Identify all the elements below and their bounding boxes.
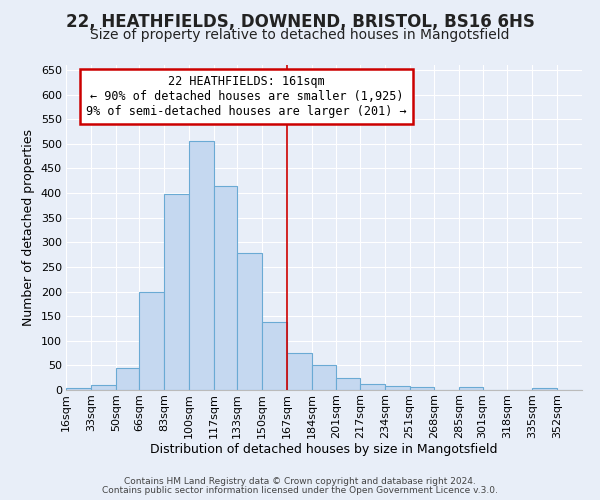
Bar: [164, 194, 189, 390]
Bar: [459, 387, 482, 390]
Bar: [66, 388, 91, 390]
Text: Contains HM Land Registry data © Crown copyright and database right 2024.: Contains HM Land Registry data © Crown c…: [124, 477, 476, 486]
Bar: [262, 322, 287, 390]
Bar: [91, 385, 116, 390]
Bar: [237, 253, 262, 390]
Bar: [139, 292, 164, 390]
Bar: [287, 353, 311, 390]
Bar: [360, 384, 385, 390]
Y-axis label: Number of detached properties: Number of detached properties: [22, 129, 35, 326]
Bar: [532, 388, 557, 390]
Bar: [311, 365, 337, 390]
Bar: [410, 386, 434, 390]
Bar: [385, 386, 410, 390]
X-axis label: Distribution of detached houses by size in Mangotsfield: Distribution of detached houses by size …: [150, 444, 498, 456]
Text: Contains public sector information licensed under the Open Government Licence v.: Contains public sector information licen…: [102, 486, 498, 495]
Bar: [214, 186, 237, 390]
Bar: [337, 378, 360, 390]
Text: Size of property relative to detached houses in Mangotsfield: Size of property relative to detached ho…: [90, 28, 510, 42]
Text: 22 HEATHFIELDS: 161sqm
← 90% of detached houses are smaller (1,925)
9% of semi-d: 22 HEATHFIELDS: 161sqm ← 90% of detached…: [86, 74, 407, 118]
Bar: [116, 368, 139, 390]
Bar: [189, 142, 214, 390]
Text: 22, HEATHFIELDS, DOWNEND, BRISTOL, BS16 6HS: 22, HEATHFIELDS, DOWNEND, BRISTOL, BS16 …: [65, 12, 535, 30]
